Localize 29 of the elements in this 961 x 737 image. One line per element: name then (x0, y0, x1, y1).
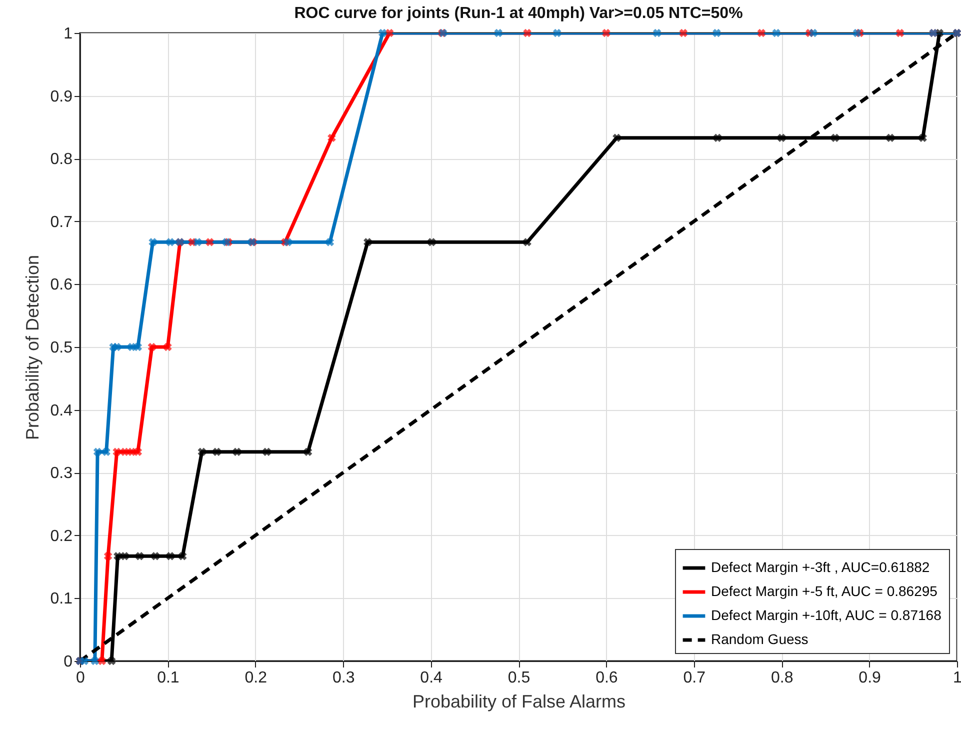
legend-label: Defect Margin +-5 ft, AUC = 0.86295 (711, 583, 938, 599)
y-tick-label: 0.7 (50, 214, 73, 231)
y-tick-label: 0.2 (50, 528, 73, 545)
legend-label: Defect Margin +-10ft, AUC = 0.87168 (711, 607, 942, 623)
y-tick-label: 1 (64, 26, 73, 42)
y-tick-label: 0.8 (50, 151, 73, 168)
y-tick-label: 0.4 (50, 402, 73, 420)
y-axis-title: Probability of Detection (22, 254, 42, 440)
x-tick-label: 0.6 (596, 670, 618, 686)
x-tick-label: 0.3 (332, 670, 355, 686)
x-tick-label: 1 (953, 670, 961, 686)
x-tick-label: 0.8 (770, 670, 794, 686)
y-tick-label: 0.1 (50, 590, 73, 608)
x-tick-label: 0.5 (508, 670, 530, 686)
x-tick-label: 0.1 (157, 670, 180, 686)
x-tick-label: 0 (76, 670, 86, 686)
y-tick-label: 0.6 (50, 276, 73, 294)
x-tick-label: 0.7 (683, 670, 706, 686)
y-tick-label: 0.5 (50, 340, 73, 356)
legend-label: Defect Margin +-3ft , AUC=0.61882 (711, 559, 930, 575)
x-tick-label: 0.4 (420, 670, 443, 686)
x-tick-label: 0.9 (858, 670, 882, 686)
x-tick-label: 0.2 (244, 670, 268, 686)
y-tick-label: 0 (64, 654, 73, 670)
chart-title: ROC curve for joints (Run-1 at 40mph) Var>=0.05 NTC=50% (294, 5, 743, 22)
y-tick-label: 0.9 (50, 88, 73, 106)
legend-label: Random Guess (711, 631, 808, 647)
x-axis-title: Probability of False Alarms (412, 692, 626, 712)
y-tick-label: 0.3 (50, 465, 73, 482)
